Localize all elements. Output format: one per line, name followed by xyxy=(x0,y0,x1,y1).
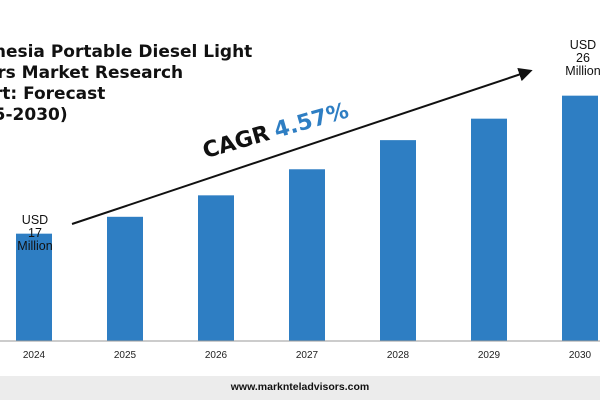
bar-2028 xyxy=(380,140,416,341)
start-value-label: USD 17 Million xyxy=(17,213,53,253)
x-tick-label-2026: 2026 xyxy=(205,350,228,361)
x-tick-label-2028: 2028 xyxy=(387,350,410,361)
chart-title: donesia Portable Diesel Light wers Marke… xyxy=(0,42,253,125)
bar-2026 xyxy=(198,195,234,341)
x-tick-label-2027: 2027 xyxy=(296,350,319,361)
x-tick-label-2029: 2029 xyxy=(478,350,501,361)
end-value-label: USD 26 Million xyxy=(565,38,600,78)
x-tick-label-2024: 2024 xyxy=(23,350,46,361)
footer-bar xyxy=(0,376,600,400)
bar-2025 xyxy=(107,216,143,341)
bar-2024 xyxy=(16,233,52,341)
cagr-arrow xyxy=(71,67,533,225)
bar-2029 xyxy=(471,118,507,342)
x-tick-label-2030: 2030 xyxy=(569,350,592,361)
bar-2030 xyxy=(562,95,598,342)
footer-url[interactable]: www.marknteladvisors.com xyxy=(230,381,370,393)
x-tick-label-2025: 2025 xyxy=(114,350,137,361)
bar-2027 xyxy=(289,169,325,341)
